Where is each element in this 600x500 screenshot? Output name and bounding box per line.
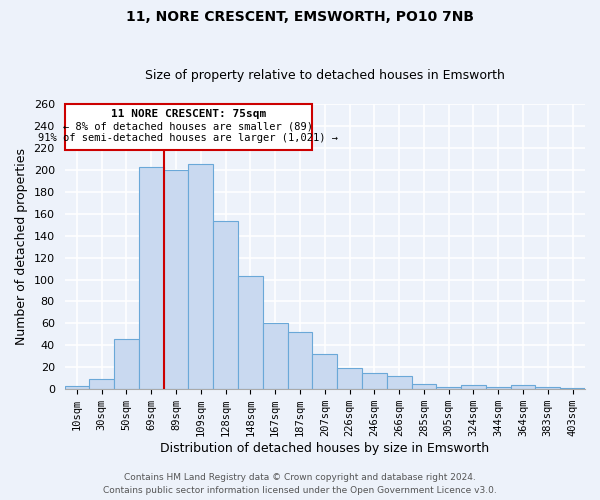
Title: Size of property relative to detached houses in Emsworth: Size of property relative to detached ho… bbox=[145, 69, 505, 82]
Bar bbox=[238, 276, 263, 389]
X-axis label: Distribution of detached houses by size in Emsworth: Distribution of detached houses by size … bbox=[160, 442, 490, 455]
Bar bbox=[89, 380, 114, 389]
Y-axis label: Number of detached properties: Number of detached properties bbox=[15, 148, 28, 345]
Text: 11, NORE CRESCENT, EMSWORTH, PO10 7NB: 11, NORE CRESCENT, EMSWORTH, PO10 7NB bbox=[126, 10, 474, 24]
Bar bbox=[287, 332, 313, 389]
Bar bbox=[535, 387, 560, 389]
Bar bbox=[213, 222, 238, 389]
Bar bbox=[511, 385, 535, 389]
Bar bbox=[263, 324, 287, 389]
Bar bbox=[188, 164, 213, 389]
Bar bbox=[362, 373, 387, 389]
FancyBboxPatch shape bbox=[65, 104, 313, 150]
Text: Contains HM Land Registry data © Crown copyright and database right 2024.
Contai: Contains HM Land Registry data © Crown c… bbox=[103, 474, 497, 495]
Bar bbox=[337, 368, 362, 389]
Bar bbox=[114, 339, 139, 389]
Bar bbox=[461, 385, 486, 389]
Bar bbox=[486, 387, 511, 389]
Bar bbox=[436, 387, 461, 389]
Text: 11 NORE CRESCENT: 75sqm: 11 NORE CRESCENT: 75sqm bbox=[111, 110, 266, 120]
Bar bbox=[139, 166, 164, 389]
Bar bbox=[313, 354, 337, 389]
Bar bbox=[65, 386, 89, 389]
Bar bbox=[560, 388, 585, 389]
Bar bbox=[164, 170, 188, 389]
Text: ← 8% of detached houses are smaller (89): ← 8% of detached houses are smaller (89) bbox=[64, 122, 313, 132]
Text: 91% of semi-detached houses are larger (1,021) →: 91% of semi-detached houses are larger (… bbox=[38, 132, 338, 142]
Bar bbox=[387, 376, 412, 389]
Bar bbox=[412, 384, 436, 389]
